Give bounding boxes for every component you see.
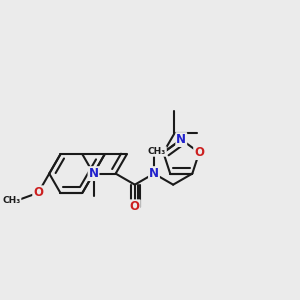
Text: N: N [176,133,186,146]
Text: CH₃: CH₃ [2,196,21,205]
Text: N: N [149,167,159,180]
Text: O: O [130,200,140,213]
Text: O: O [33,186,43,199]
Text: CH₃: CH₃ [148,147,166,156]
Text: N: N [88,167,98,180]
Text: O: O [194,146,204,159]
